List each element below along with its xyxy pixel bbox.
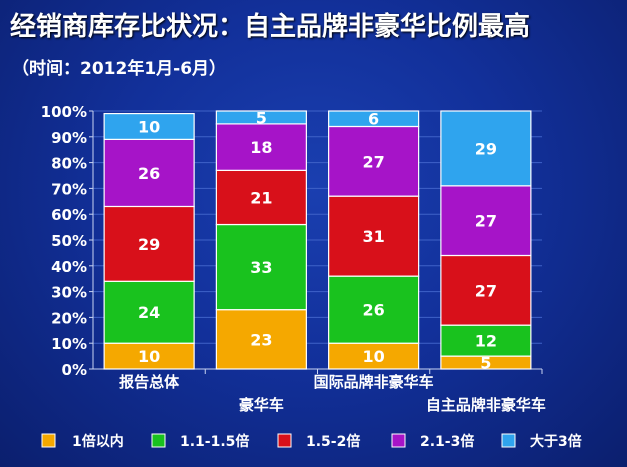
y-tick-label: 40% — [51, 258, 87, 276]
legend-swatch — [501, 433, 516, 448]
data-label: 24 — [138, 303, 160, 322]
bar-segment — [328, 342, 420, 370]
chart-title: 经销商库存比状况：自主品牌非豪华比例最高 — [10, 12, 531, 42]
legend-label: 2.1-3倍 — [420, 433, 474, 450]
bar-segment — [440, 324, 532, 357]
data-label: 27 — [475, 212, 497, 231]
data-label: 26 — [138, 164, 160, 183]
bar-segment — [215, 223, 307, 311]
data-label: 33 — [250, 258, 272, 277]
legend-swatch — [277, 433, 292, 448]
data-label: 23 — [250, 330, 272, 349]
legend-label: 1.1-1.5倍 — [180, 433, 249, 450]
x-category-label: 豪华车 — [239, 396, 284, 414]
bar-segment — [215, 123, 307, 171]
bar-segment — [215, 110, 307, 125]
data-label: 10 — [362, 347, 384, 366]
bar-segment — [215, 309, 307, 370]
chart-subtitle: （时间：2012年1月-6月） — [12, 59, 227, 79]
data-label: 5 — [256, 108, 267, 127]
y-tick-label: 50% — [51, 232, 87, 250]
data-label: 6 — [368, 110, 379, 129]
bar-segment — [215, 169, 307, 226]
bar-segment — [328, 125, 420, 197]
data-label: 18 — [250, 138, 272, 157]
y-tick-label: 80% — [51, 155, 87, 173]
y-tick-label: 10% — [51, 335, 87, 353]
legend-label: 大于3倍 — [530, 433, 582, 450]
data-label: 12 — [475, 332, 497, 351]
y-tick-label: 90% — [51, 129, 87, 147]
x-category-label: 国际品牌非豪华车 — [314, 373, 434, 391]
bar-segment — [328, 110, 420, 128]
legend-label: 1倍以内 — [72, 433, 124, 450]
bar-segment — [103, 205, 195, 282]
data-label: 29 — [475, 139, 497, 158]
bar-segment — [103, 280, 195, 344]
y-tick-label: 60% — [51, 206, 87, 224]
y-tick-label: 0% — [62, 361, 87, 379]
data-label: 10 — [138, 347, 160, 366]
bar-segment — [103, 112, 195, 140]
x-category-label: 自主品牌非豪华车 — [426, 396, 546, 414]
y-tick-label: 70% — [51, 180, 87, 198]
y-tick-label: 20% — [51, 309, 87, 327]
bar-segment — [103, 138, 195, 208]
data-label: 26 — [362, 301, 384, 320]
bar-segment — [103, 342, 195, 370]
data-label: 27 — [362, 152, 384, 171]
data-label: 5 — [480, 354, 491, 373]
data-label: 31 — [362, 227, 384, 246]
data-label: 27 — [475, 281, 497, 300]
y-tick-label: 100% — [41, 103, 87, 121]
data-label: 29 — [138, 235, 160, 254]
legend-swatch — [41, 433, 56, 448]
data-label: 21 — [250, 188, 272, 207]
legend-swatch — [151, 433, 166, 448]
bar-segment — [440, 110, 532, 187]
y-tick-label: 30% — [51, 284, 87, 302]
x-category-label: 报告总体 — [119, 373, 180, 391]
legend-swatch — [391, 433, 406, 448]
data-label: 10 — [138, 117, 160, 136]
bar-segment — [328, 275, 420, 344]
legend-label: 1.5-2倍 — [306, 433, 360, 450]
